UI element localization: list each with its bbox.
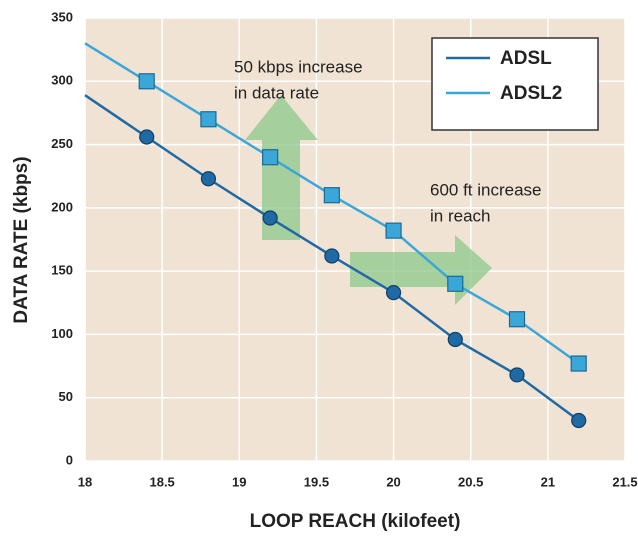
point — [570, 355, 587, 372]
y-tick-label: 300 — [51, 73, 73, 88]
x-tick-label: 18.5 — [149, 474, 174, 489]
y-tick-label: 200 — [51, 199, 73, 214]
x-tick-label: 19.5 — [304, 474, 329, 489]
point — [509, 367, 525, 383]
y-tick-label: 0 — [66, 452, 73, 467]
point — [139, 129, 155, 145]
x-tick-label: 21.5 — [612, 474, 637, 489]
point — [323, 187, 340, 204]
point — [571, 412, 587, 429]
annotation: in data rate — [234, 83, 319, 102]
point — [385, 285, 402, 301]
up-arrow — [245, 95, 318, 240]
x-axis-label: LOOP REACH (kilofeet) — [250, 511, 461, 532]
point — [447, 331, 463, 348]
y-axis-label: DATA RATE (kbps) — [11, 156, 32, 323]
point — [138, 73, 155, 90]
x-tick-label: 18 — [78, 474, 92, 489]
x-tick-label: 20 — [386, 474, 400, 489]
x-tick-label: 19 — [232, 474, 246, 489]
point — [262, 210, 278, 226]
legend-label: ADSL — [500, 48, 552, 69]
point — [385, 222, 402, 239]
x-tick-label: 21 — [541, 474, 555, 489]
y-tick-label: 150 — [51, 263, 73, 278]
line-extension — [84, 94, 148, 139]
y-tick-label: 350 — [51, 9, 73, 24]
point — [262, 149, 279, 166]
grid — [84, 17, 626, 462]
line-extension — [84, 42, 148, 83]
point — [508, 311, 526, 328]
legend-label: ADSL2 — [500, 83, 562, 104]
x-tick-label: 20.5 — [458, 474, 483, 489]
point — [447, 275, 464, 292]
point — [200, 171, 217, 187]
point — [324, 248, 340, 264]
annotation: 600 ft increase — [430, 180, 542, 199]
annotation: in reach — [430, 206, 490, 225]
point — [200, 111, 217, 128]
annotation: 50 kbps increase — [234, 57, 363, 76]
series-line — [146, 80, 580, 365]
y-tick-label: 250 — [51, 136, 73, 151]
legend-box — [431, 37, 599, 131]
series-line — [146, 135, 580, 422]
y-tick-label: 100 — [51, 326, 73, 341]
y-tick-label: 50 — [59, 389, 73, 404]
